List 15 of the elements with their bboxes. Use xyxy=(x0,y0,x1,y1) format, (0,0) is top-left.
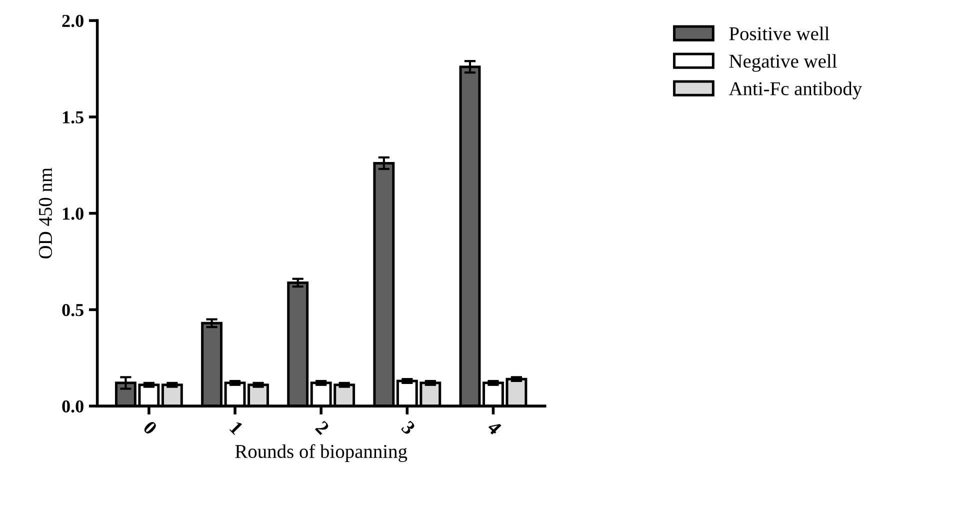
y-tick-label: 0.5 xyxy=(62,304,84,316)
y-tick-label: 2.0 xyxy=(62,14,84,28)
y-tick-label: 0.0 xyxy=(62,400,84,413)
legend-label: Positive well xyxy=(729,26,830,40)
legend-label: Anti-Fc antibody xyxy=(728,82,862,100)
x-tick-label: 2 xyxy=(314,420,330,436)
x-tick-label: 0 xyxy=(142,420,158,436)
y-tick-label: 1.5 xyxy=(62,111,84,124)
x-tick-label: 4 xyxy=(486,420,502,436)
x-axis-title: Rounds of biopanning xyxy=(235,444,408,462)
y-axis-title: OD 450 nm xyxy=(38,168,52,258)
x-tick-label: 1 xyxy=(229,420,244,435)
y-tick-label: 1.0 xyxy=(62,208,84,220)
x-tick-label: 3 xyxy=(400,420,416,436)
legend-label: Negative well xyxy=(729,54,837,72)
